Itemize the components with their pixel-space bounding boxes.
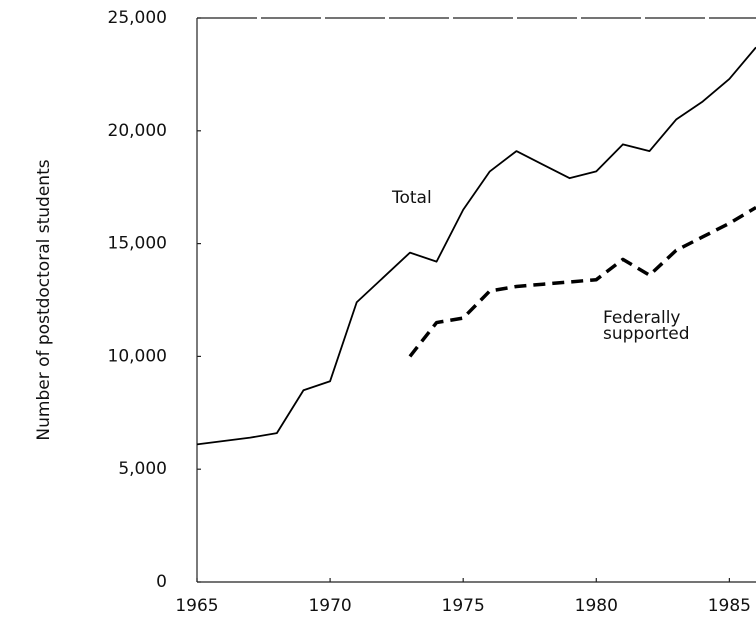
annotation: Federally bbox=[603, 308, 680, 328]
y-tick-label: 25,000 bbox=[108, 8, 167, 28]
y-tick-label: 15,000 bbox=[108, 234, 167, 254]
y-tick-label: 10,000 bbox=[108, 346, 167, 366]
x-tick-label: 1970 bbox=[308, 596, 351, 616]
annotation: supported bbox=[603, 324, 690, 344]
y-axis-label: Number of postdoctoral students bbox=[34, 159, 54, 440]
y-tick-label: 5,000 bbox=[118, 459, 167, 479]
x-tick-label: 1965 bbox=[175, 596, 218, 616]
series-line bbox=[196, 46, 756, 446]
x-tick-label: 1975 bbox=[442, 596, 485, 616]
series-line bbox=[408, 205, 756, 358]
x-tick-label: 1980 bbox=[575, 596, 618, 616]
x-tick-label: 1985 bbox=[708, 596, 751, 616]
annotation: Total bbox=[391, 188, 432, 208]
y-tick-label: 20,000 bbox=[108, 121, 167, 141]
y-tick-label: 0 bbox=[156, 572, 167, 592]
